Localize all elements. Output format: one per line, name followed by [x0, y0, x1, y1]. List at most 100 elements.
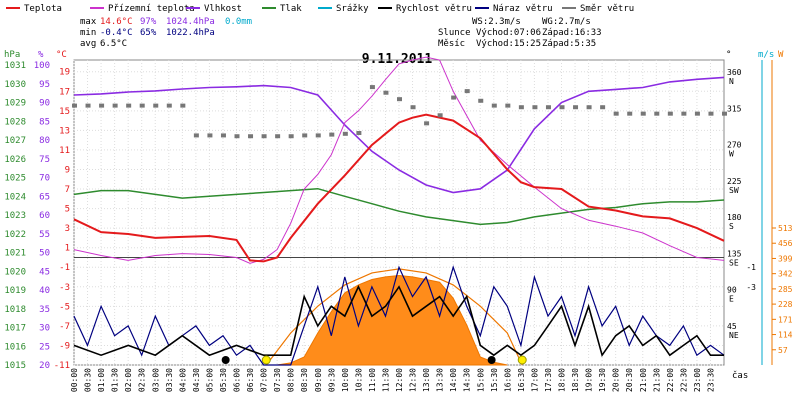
c-tick-label: 19 — [59, 68, 70, 78]
smer-point — [342, 131, 348, 136]
x-tick-label: 14:30 — [463, 368, 472, 392]
w-tick-label: 513 — [778, 224, 793, 233]
x-tick-label: 22:00 — [666, 368, 675, 392]
x-tick-label: 08:00 — [287, 368, 296, 392]
smer-point — [315, 133, 321, 138]
smer-point — [505, 103, 511, 108]
pct-tick-label: 100 — [34, 61, 50, 71]
smer-point — [166, 103, 172, 108]
x-tick-label: 03:30 — [165, 368, 174, 392]
x-tick-label: 15:30 — [490, 368, 499, 392]
pct-tick-label: 55 — [39, 230, 50, 240]
smer-point — [410, 105, 416, 110]
smer-point — [288, 134, 294, 139]
legend-item-prizemni: Přízemní teplota — [90, 4, 195, 14]
legend-label-smer: Směr větru — [580, 4, 634, 14]
smer-point — [126, 103, 132, 108]
pct-tick-label: 85 — [39, 117, 50, 127]
legend-label-srazky: Srážky — [336, 4, 369, 14]
series-tlak — [73, 187, 725, 226]
dir-tick-label: NE — [729, 331, 739, 340]
stats-min-label: min — [80, 28, 96, 38]
x-tick-label: 22:30 — [679, 368, 688, 392]
smer-point — [464, 89, 470, 94]
x-tick-label: 09:00 — [314, 368, 323, 392]
c-tick-label: -1 — [59, 263, 70, 273]
smer-point — [627, 111, 633, 116]
x-tick-label: 05:00 — [205, 368, 214, 392]
hpa-tick-label: 1020 — [4, 267, 26, 277]
x-tick-label: 23:00 — [693, 368, 702, 392]
stats-block: max 14.6°C 97% 1024.4hPa 0.0mm min -0.4°… — [80, 17, 602, 49]
hpa-tick-label: 1024 — [4, 192, 26, 202]
pct-tick-label: 75 — [39, 155, 50, 165]
x-tick-label: 02:00 — [124, 368, 133, 392]
radiation-axis: 513 456 399 342 285 228 171 114 57 — [771, 60, 793, 365]
smer-point — [478, 98, 484, 103]
series-teplota — [73, 113, 725, 263]
w-tick-label: 228 — [778, 300, 793, 309]
dir-tick-label: S — [729, 222, 734, 231]
x-tick-label: 04:00 — [178, 368, 187, 392]
x-tick-label: 17:30 — [544, 368, 553, 392]
smer-point — [545, 105, 551, 110]
smer-point — [234, 134, 240, 139]
deg-tick-label: 180 — [727, 213, 742, 222]
x-tick-label: 13:30 — [436, 368, 445, 392]
smer-point — [329, 132, 335, 137]
smer-point — [694, 111, 700, 116]
smer-point — [518, 105, 524, 110]
x-tick-label: 04:30 — [192, 368, 201, 392]
x-tick-label: 10:30 — [354, 368, 363, 392]
x-tick-label: 11:00 — [368, 368, 377, 392]
x-tick-label: 11:30 — [381, 368, 390, 392]
hpa-tick-label: 1015 — [4, 361, 26, 371]
smer-point — [586, 105, 592, 110]
sun-rise-marker — [261, 355, 271, 365]
deg-tick-label: 45 — [727, 322, 737, 331]
x-tick-label: 00:30 — [84, 368, 93, 392]
smer-point — [356, 131, 362, 135]
smer-point — [708, 111, 714, 116]
legend-item-teplota: Teplota — [6, 4, 62, 14]
hpa-tick-label: 1022 — [4, 230, 26, 240]
legend: Teplota Přízemní teplota Vlhkost Tlak Sr… — [6, 4, 634, 14]
c-tick-label: 9 — [65, 165, 70, 175]
c-tick-label: 13 — [59, 126, 70, 136]
stats-min-press: 1022.4hPa — [166, 28, 215, 38]
smer-point — [275, 134, 281, 139]
moon-rise-marker — [487, 356, 496, 364]
axis-title-deg: ° — [726, 50, 731, 60]
axis-title-w: W — [778, 50, 784, 60]
c-tick-label: -9 — [59, 341, 70, 351]
hpa-tick-label: 1027 — [4, 136, 26, 146]
series-vlhkost — [73, 76, 725, 194]
stats-max-hum: 97% — [140, 17, 157, 27]
pct-tick-label: 30 — [39, 324, 50, 334]
x-tick-label: 21:30 — [652, 368, 661, 392]
smer-point — [681, 111, 687, 116]
deg-tick-label: 90 — [727, 286, 737, 295]
legend-item-srazky: Srážky — [318, 4, 369, 14]
x-tick-label: 00:00 — [70, 368, 79, 392]
c-tick-label: 1 — [65, 244, 70, 254]
stats-min-temp: -0.4°C — [100, 28, 133, 38]
hpa-tick-label: 1021 — [4, 249, 26, 259]
axis-title-hpa: hPa — [4, 50, 20, 60]
x-tick-label: 17:00 — [530, 368, 539, 392]
pct-tick-label: 95 — [39, 80, 50, 90]
pct-tick-label: 45 — [39, 267, 50, 277]
smer-point — [99, 103, 105, 108]
hpa-tick-label: 1028 — [4, 117, 26, 127]
c-tick-label: 17 — [59, 87, 70, 97]
x-tick-label: 15:00 — [476, 368, 485, 392]
stats-ws: WS:2.3m/s — [472, 17, 521, 27]
stats-avg-temp: 6.5°C — [100, 39, 127, 49]
smer-point — [667, 111, 673, 116]
c-tick-label: 7 — [65, 185, 70, 195]
dir-tick-label: E — [729, 295, 734, 304]
smer-point — [722, 111, 727, 116]
stats-slunce: Slunce — [438, 28, 471, 38]
hpa-tick-label: 1023 — [4, 211, 26, 221]
x-tick-label: 07:30 — [273, 368, 282, 392]
